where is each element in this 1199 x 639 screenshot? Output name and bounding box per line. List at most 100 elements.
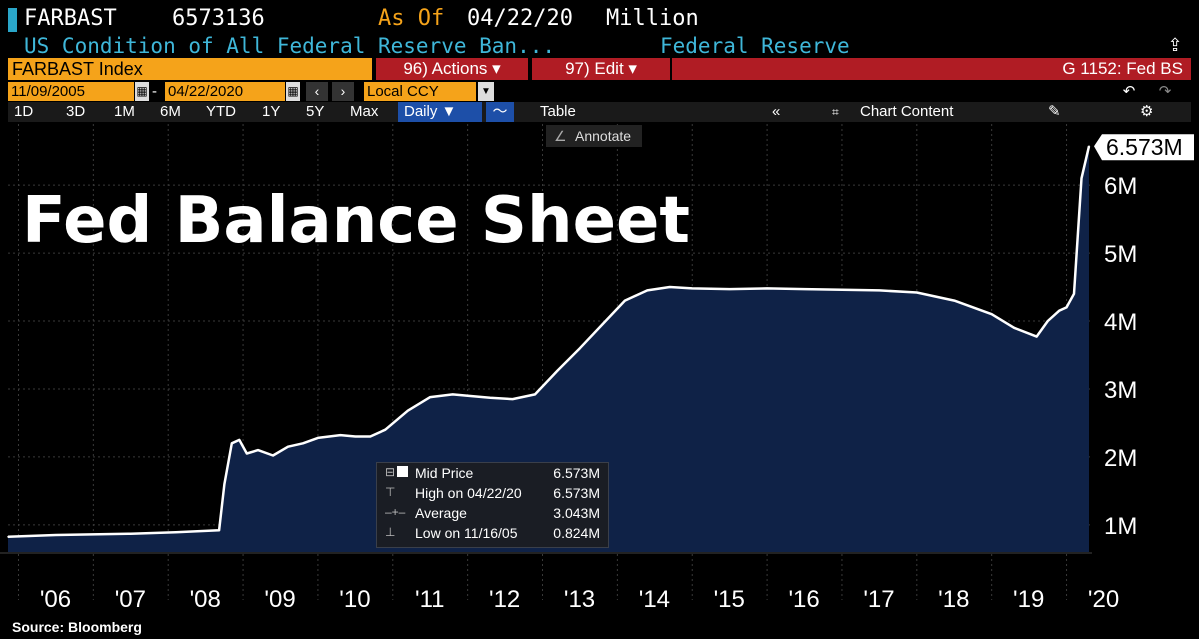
- calendar-icon[interactable]: ▦: [135, 82, 149, 101]
- data-tooltip: ⊟ Mid Price 6.573M ⊤ High on 04/22/20 6.…: [376, 462, 609, 548]
- data-point: [624, 299, 626, 302]
- chart-content-icon: ⌗: [832, 105, 839, 119]
- table-button[interactable]: Table: [540, 103, 576, 120]
- tooltip-row: ⊟ Mid Price 6.573M: [385, 465, 600, 481]
- export-icon[interactable]: ⇪: [1167, 35, 1183, 55]
- data-point: [354, 435, 357, 438]
- data-point: [218, 529, 220, 532]
- edit-menu[interactable]: 97) Edit ▾: [532, 58, 670, 80]
- data-point: [579, 347, 581, 349]
- period-bar: 1D 3D 1M 6M YTD 1Y 5Y Max Daily ▼ 〜 Tabl…: [8, 102, 1191, 122]
- data-point: [511, 398, 514, 400]
- gear-icon[interactable]: ⚙: [1140, 103, 1154, 120]
- average-icon: ‒+‒: [385, 505, 406, 519]
- data-point: [7, 535, 9, 538]
- x-tick-label: '07: [115, 586, 146, 613]
- annotate-button[interactable]: ∠ Annotate: [546, 125, 642, 147]
- data-point: [129, 532, 132, 535]
- chevron-left-icon[interactable]: ‹: [306, 82, 328, 101]
- end-date-field[interactable]: 04/22/2020: [165, 82, 285, 101]
- data-point: [272, 454, 274, 457]
- ticker: FARBAST: [24, 6, 117, 31]
- x-tick-label: '13: [564, 586, 595, 613]
- data-point: [257, 449, 259, 451]
- last-value-label: 6.573M: [1106, 134, 1183, 160]
- tooltip-row: ‒+‒ Average 3.043M: [385, 505, 600, 521]
- as-of-label: As Of: [378, 6, 445, 31]
- data-point: [302, 442, 304, 445]
- data-point: [369, 435, 372, 438]
- data-point: [556, 369, 559, 372]
- tooltip-row: ⊤ High on 04/22/20 6.573M: [385, 485, 600, 501]
- period-ytd[interactable]: YTD: [206, 103, 236, 120]
- period-1m[interactable]: 1M: [114, 103, 135, 120]
- data-point: [246, 452, 248, 455]
- data-point: [238, 439, 241, 441]
- period-5y[interactable]: 5Y: [306, 103, 325, 120]
- data-point: [466, 394, 469, 397]
- as-of-date: 04/22/20: [467, 6, 573, 31]
- description-text: US Condition of All Federal Reserve Ban.…: [24, 34, 556, 58]
- data-point: [668, 286, 671, 288]
- data-point: [489, 396, 491, 399]
- data-point: [174, 531, 177, 534]
- data-point: [406, 409, 409, 412]
- source-name: Federal Reserve: [660, 34, 850, 58]
- chevron-down-icon[interactable]: ▼: [478, 82, 494, 101]
- x-tick-label: '08: [190, 586, 221, 613]
- source-note: Source: Bloomberg: [12, 619, 142, 635]
- edit-icon[interactable]: ✎: [1048, 103, 1061, 120]
- pencil-icon: ∠: [554, 128, 567, 144]
- period-6m[interactable]: 6M: [160, 103, 181, 120]
- data-point: [878, 289, 881, 292]
- x-tick-label: '17: [863, 586, 894, 613]
- chevron-right-icon[interactable]: ›: [332, 82, 354, 101]
- y-tick-label: 4M: [1104, 309, 1137, 336]
- line-chart-icon[interactable]: 〜: [486, 102, 514, 122]
- period-3d[interactable]: 3D: [66, 103, 86, 120]
- data-point: [534, 393, 536, 396]
- tooltip-row: ⊥ Low on 11/16/05 0.824M: [385, 525, 600, 541]
- data-point: [646, 289, 649, 292]
- frequency-select[interactable]: Daily ▼: [398, 102, 482, 122]
- low-icon: ⊥: [385, 525, 396, 539]
- start-date-field[interactable]: 11/09/2005: [8, 82, 134, 101]
- period-1d[interactable]: 1D: [14, 103, 34, 120]
- collapse-icon[interactable]: «: [772, 103, 781, 120]
- x-tick-label: '16: [788, 586, 819, 613]
- data-point: [339, 434, 342, 436]
- x-tick-label: '06: [40, 586, 71, 613]
- data-point: [429, 396, 432, 398]
- data-point: [287, 445, 289, 448]
- x-tick-label: '12: [489, 586, 520, 613]
- data-point: [1058, 310, 1060, 312]
- chart-content-button[interactable]: Chart Content: [860, 103, 954, 120]
- x-tick-label: '11: [415, 586, 445, 613]
- data-point: [601, 323, 604, 326]
- calendar-icon[interactable]: ▦: [286, 82, 300, 101]
- data-point: [953, 299, 956, 302]
- data-point: [916, 291, 918, 294]
- undo-icon[interactable]: ↶: [1122, 83, 1136, 100]
- data-point: [1047, 320, 1049, 322]
- period-1y[interactable]: 1Y: [262, 103, 281, 120]
- x-tick-label: '15: [714, 586, 745, 613]
- data-point: [766, 287, 768, 290]
- data-point: [1035, 335, 1038, 338]
- redo-icon[interactable]: ↷: [1158, 83, 1172, 100]
- currency-select[interactable]: Local CCY: [364, 82, 476, 101]
- chart-title: Fed Balance Sheet: [22, 184, 690, 258]
- index-field[interactable]: FARBAST Index: [8, 58, 372, 80]
- security-description: US Condition of All Federal Reserve Ban.…: [0, 34, 1199, 58]
- data-point: [384, 428, 387, 431]
- data-point: [1073, 293, 1075, 295]
- x-tick-label: '10: [339, 586, 370, 613]
- last-value-badge: [1094, 134, 1194, 161]
- x-tick-label: '09: [264, 586, 295, 613]
- period-max[interactable]: Max: [350, 103, 379, 120]
- unit-label: Million: [606, 6, 699, 31]
- data-point: [1080, 177, 1083, 180]
- function-title: G 1152: Fed BS: [672, 58, 1191, 80]
- y-tick-label: 2M: [1104, 445, 1137, 472]
- actions-menu[interactable]: 96) Actions ▾: [376, 58, 528, 80]
